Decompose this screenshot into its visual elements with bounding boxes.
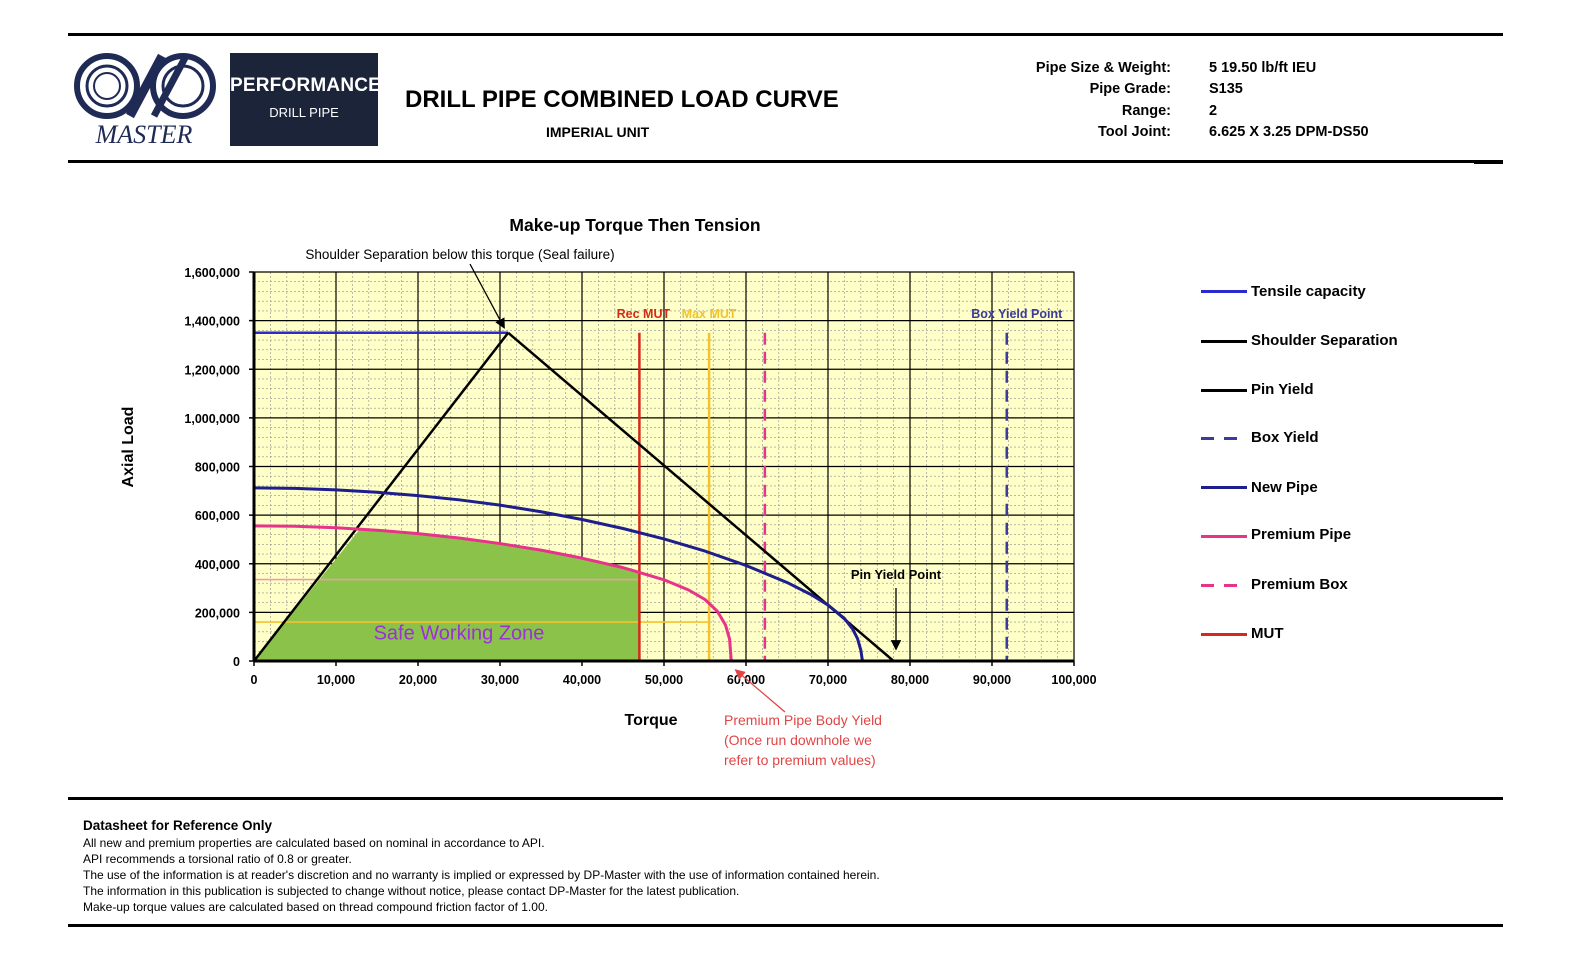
spec-value: 5 19.50 lb/ft IEU	[1209, 60, 1317, 76]
shoulder-series	[253, 332, 510, 662]
x-tick-label: 0	[251, 673, 258, 687]
legend-label: Tensile capacity	[1251, 283, 1366, 300]
new_pipe-series	[253, 486, 864, 662]
performance-panel: PERFORMANCE DRILL PIPE	[230, 53, 382, 146]
chart-title: Make-up Torque Then Tension	[509, 215, 760, 235]
y-tick-label: 0	[233, 655, 240, 669]
spec-label: Pipe Grade:	[1089, 81, 1171, 97]
legend-swatch	[1201, 340, 1247, 343]
y-tick-label: 1,400,000	[184, 315, 240, 329]
max_mut-label: Max MUT	[682, 307, 737, 321]
y-tick-label: 800,000	[195, 461, 240, 475]
shoulder-arrow	[469, 263, 505, 329]
legend-swatch-dashed	[1201, 584, 1247, 587]
x-tick-label: 10,000	[317, 673, 355, 687]
premium-note-line: (Once run downhole we	[724, 732, 872, 748]
disclaimer-line: All new and premium properties are calcu…	[83, 836, 545, 850]
legend-swatch	[1201, 389, 1247, 392]
x-tick-label: 90,000	[973, 673, 1011, 687]
premium-note-line: refer to premium values)	[724, 752, 876, 768]
x-tick-label: 100,000	[1051, 673, 1096, 687]
disclaimer-line: The information in this publication is s…	[83, 884, 740, 898]
shoulder-note: Shoulder Separation below this torque (S…	[305, 247, 614, 262]
legend-label: Premium Box	[1251, 576, 1348, 593]
premium_pipe-series	[253, 524, 733, 662]
top-rule	[68, 33, 1503, 36]
disclaimer-line: API recommends a torsional ratio of 0.8 …	[83, 852, 352, 866]
legend-label: Pin Yield	[1251, 381, 1314, 398]
spec-label: Pipe Size & Weight:	[1035, 60, 1171, 76]
disclaimer-line: The use of the information is at reader'…	[83, 868, 880, 882]
legend-swatch	[1201, 535, 1247, 538]
dp-master-logo: MASTER	[74, 53, 216, 149]
legend-swatch	[1201, 486, 1247, 489]
spec-label: Range:	[1121, 103, 1171, 119]
y-tick-label: 400,000	[195, 558, 240, 572]
x-tick-label: 60,000	[727, 673, 765, 687]
y-tick-label: 600,000	[195, 509, 240, 523]
box_yield-label: Box Yield Point	[971, 307, 1063, 321]
y-tick-label: 1,200,000	[184, 363, 240, 377]
header-bottom-rule	[68, 160, 1503, 163]
premium-note-line: Premium Pipe Body Yield	[724, 712, 882, 728]
legend-swatch-dashed	[1201, 437, 1247, 440]
spec-value: 6.625 X 3.25 DPM-DS50	[1209, 124, 1369, 140]
legend-label: Premium Pipe	[1251, 526, 1352, 543]
safe-working-zone	[254, 528, 640, 661]
disclaimer-heading: Datasheet for Reference Only	[83, 818, 273, 833]
legend-label: Shoulder Separation	[1251, 332, 1398, 349]
document-title: DRILL PIPE COMBINED LOAD CURVE	[405, 86, 839, 113]
safe-zone-label: Safe Working Zone	[374, 622, 545, 644]
x-tick-label: 50,000	[645, 673, 683, 687]
y-tick-label: 200,000	[195, 606, 240, 620]
legend-label: Box Yield	[1251, 429, 1319, 446]
y-axis-label: Axial Load	[120, 407, 137, 488]
disclaimer-line: Make-up torque values are calculated bas…	[83, 900, 548, 914]
footer-top-rule	[68, 797, 1503, 800]
disclaimer: Datasheet for Reference Only All new and…	[83, 817, 880, 915]
y-tick-label: 1,600,000	[184, 266, 240, 280]
rec_mut-label: Rec MUT	[617, 307, 671, 321]
panel-line-2: DRILL PIPE	[269, 105, 339, 120]
y-tick-label: 1,000,000	[184, 412, 240, 426]
x-tick-label: 20,000	[399, 673, 437, 687]
panel-line-1: PERFORMANCE	[230, 75, 382, 96]
header-rule-tick	[1474, 162, 1503, 164]
spec-label: Tool Joint:	[1097, 124, 1171, 140]
logo-text: MASTER	[95, 120, 193, 149]
x-tick-label: 80,000	[891, 673, 929, 687]
legend-swatch	[1201, 633, 1247, 636]
x-tick-label: 70,000	[809, 673, 847, 687]
spec-value: S135	[1209, 81, 1243, 97]
legend-swatch	[1201, 290, 1247, 293]
unit-label: IMPERIAL UNIT	[546, 124, 650, 140]
legend-label: MUT	[1251, 625, 1284, 642]
x-tick-label: 30,000	[481, 673, 519, 687]
x-tick-label: 40,000	[563, 673, 601, 687]
premium-note-arrow	[734, 669, 786, 713]
x-axis-label: Torque	[624, 712, 677, 729]
legend-label: New Pipe	[1251, 479, 1318, 496]
spec-value: 2	[1209, 103, 1218, 119]
logo-mark-icon	[74, 53, 216, 119]
pin-yield-point-label: Pin Yield Point	[851, 567, 942, 582]
bottom-rule	[68, 924, 1503, 927]
